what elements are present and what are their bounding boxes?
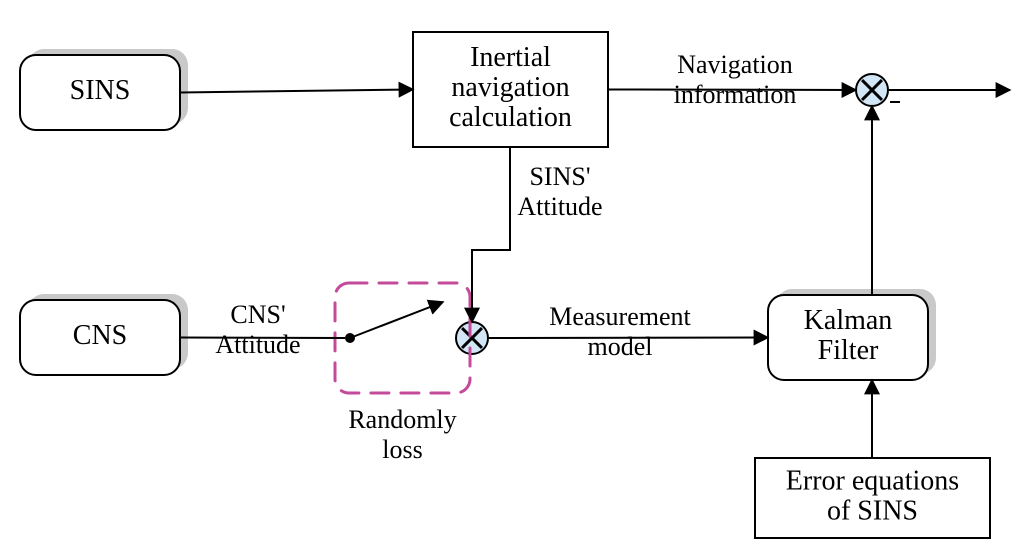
- errors-label: Error equations: [786, 465, 959, 496]
- edge-label-inc-down-sum1: Attitude: [517, 192, 602, 221]
- inc-label: calculation: [449, 102, 572, 133]
- kalman-label: Kalman: [804, 305, 893, 336]
- kalman-label: Filter: [818, 335, 879, 366]
- errors-label: of SINS: [827, 495, 918, 526]
- edge-label-cns-to-switch: Attitude: [215, 330, 300, 359]
- random-loss-switch-box: [335, 283, 470, 393]
- sins-label: SINS: [70, 75, 131, 106]
- inc-label: Inertial: [470, 42, 551, 73]
- edge-label-cns-to-switch: CNS': [230, 300, 285, 329]
- edge-label-inc-down-sum1: SINS': [529, 162, 590, 191]
- inc-label: navigation: [451, 72, 569, 103]
- edge-label-inc-to-sum2: information: [674, 80, 797, 109]
- switch-label: Randomly: [348, 405, 456, 434]
- switch-arm: [350, 302, 443, 338]
- cns-label: CNS: [73, 320, 127, 351]
- edge-sins-to-inc: [180, 90, 413, 93]
- edge-label-sum1-to-kalman: model: [588, 332, 653, 361]
- switch-label: loss: [382, 435, 422, 464]
- edge-label-inc-to-sum2: Navigation: [677, 50, 793, 79]
- edge-inc-down-sum1: [472, 147, 510, 322]
- edge-label-sum1-to-kalman: Measurement: [549, 302, 691, 331]
